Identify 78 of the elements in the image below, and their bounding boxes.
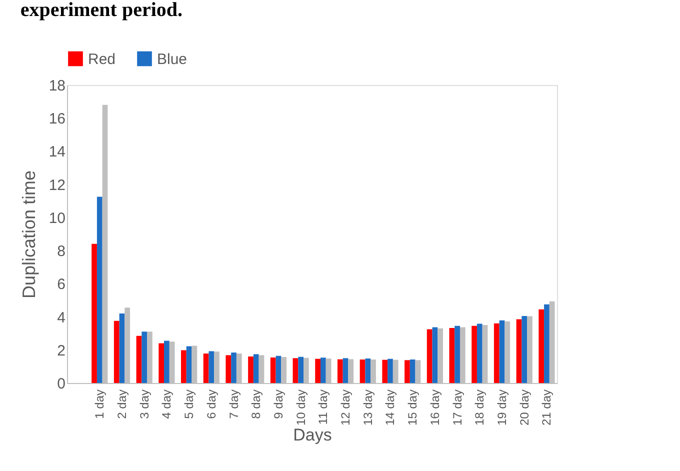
x-tick-label: 8 day	[249, 390, 264, 419]
x-tick-label: 4 day	[160, 390, 174, 419]
y-tick-label: 18	[48, 78, 66, 94]
x-tick-label: 7 day	[226, 390, 241, 419]
y-tick-label: 10	[48, 210, 66, 227]
y-axis-title: Duplication time	[18, 170, 39, 299]
bar	[136, 336, 142, 383]
bar	[270, 358, 276, 383]
x-tick-label: 19 day	[495, 390, 510, 426]
x-tick-label: 12 day	[338, 390, 353, 426]
x-tick-label: 14 day	[383, 390, 398, 426]
x-tick-label: 6 day	[204, 390, 218, 419]
bar	[476, 324, 482, 383]
x-tick-label: 1 day	[92, 390, 107, 419]
bar	[119, 313, 125, 383]
bar	[365, 358, 371, 383]
bar	[186, 346, 192, 383]
x-tick-label: 13 day	[360, 390, 375, 426]
bar	[382, 360, 388, 383]
x-tick-label: 20 day	[517, 390, 532, 426]
x-tick-label: 15 day	[406, 390, 420, 426]
bar	[454, 326, 460, 383]
y-tick-label: 8	[57, 243, 66, 260]
bar	[404, 360, 410, 383]
bar	[92, 244, 97, 383]
bar	[410, 359, 416, 383]
x-tick-label: 11 day	[316, 390, 330, 425]
y-tick-label: 2	[57, 342, 66, 360]
bar	[337, 359, 343, 383]
bar	[494, 323, 500, 383]
bar	[544, 304, 550, 383]
bar	[164, 340, 170, 383]
y-tick-label: 14	[48, 144, 66, 161]
x-tick-label: 17 day	[450, 390, 464, 426]
y-tick-label: 12	[48, 176, 66, 194]
legend-label: Red	[88, 50, 116, 68]
bar	[226, 355, 232, 383]
x-tick-label: 18 day	[472, 390, 487, 426]
x-tick-label: 16 day	[428, 390, 442, 426]
bar	[253, 354, 259, 383]
y-tick-label: 0	[57, 376, 66, 392]
legend-label: Blue	[157, 50, 188, 68]
x-tick-label: 5 day	[182, 390, 196, 419]
bar	[292, 358, 298, 383]
y-tick-label: 4	[57, 309, 66, 326]
bar	[114, 320, 120, 383]
x-tick-label: 2 day	[114, 390, 129, 419]
bar	[276, 356, 282, 383]
bar	[142, 332, 148, 383]
bar	[315, 358, 320, 383]
bar	[320, 358, 326, 383]
y-tick-label: 6	[57, 276, 66, 294]
y-tick-label: 16	[48, 110, 66, 128]
bar	[516, 319, 522, 383]
bar	[181, 350, 186, 383]
bar	[538, 309, 544, 383]
bar	[432, 327, 438, 383]
bar	[203, 354, 209, 383]
bar	[248, 356, 254, 383]
bar	[426, 329, 432, 383]
x-axis-title: Days	[293, 426, 332, 445]
bar	[449, 328, 455, 383]
bar	[298, 356, 304, 383]
x-tick-label: 21 day	[540, 390, 554, 426]
bar	[158, 343, 164, 383]
bar	[360, 359, 366, 383]
chart-title: experiment period.	[20, 0, 183, 21]
bar	[472, 326, 477, 383]
x-tick-label: 3 day	[137, 390, 152, 419]
bar	[522, 316, 528, 383]
bar	[96, 196, 102, 383]
bar	[208, 351, 214, 383]
x-tick-label: 10 day	[294, 390, 308, 426]
bar	[231, 352, 236, 383]
bar	[342, 358, 348, 383]
x-tick-label: 9 day	[271, 390, 286, 419]
bar	[388, 358, 393, 383]
bar	[499, 320, 505, 383]
